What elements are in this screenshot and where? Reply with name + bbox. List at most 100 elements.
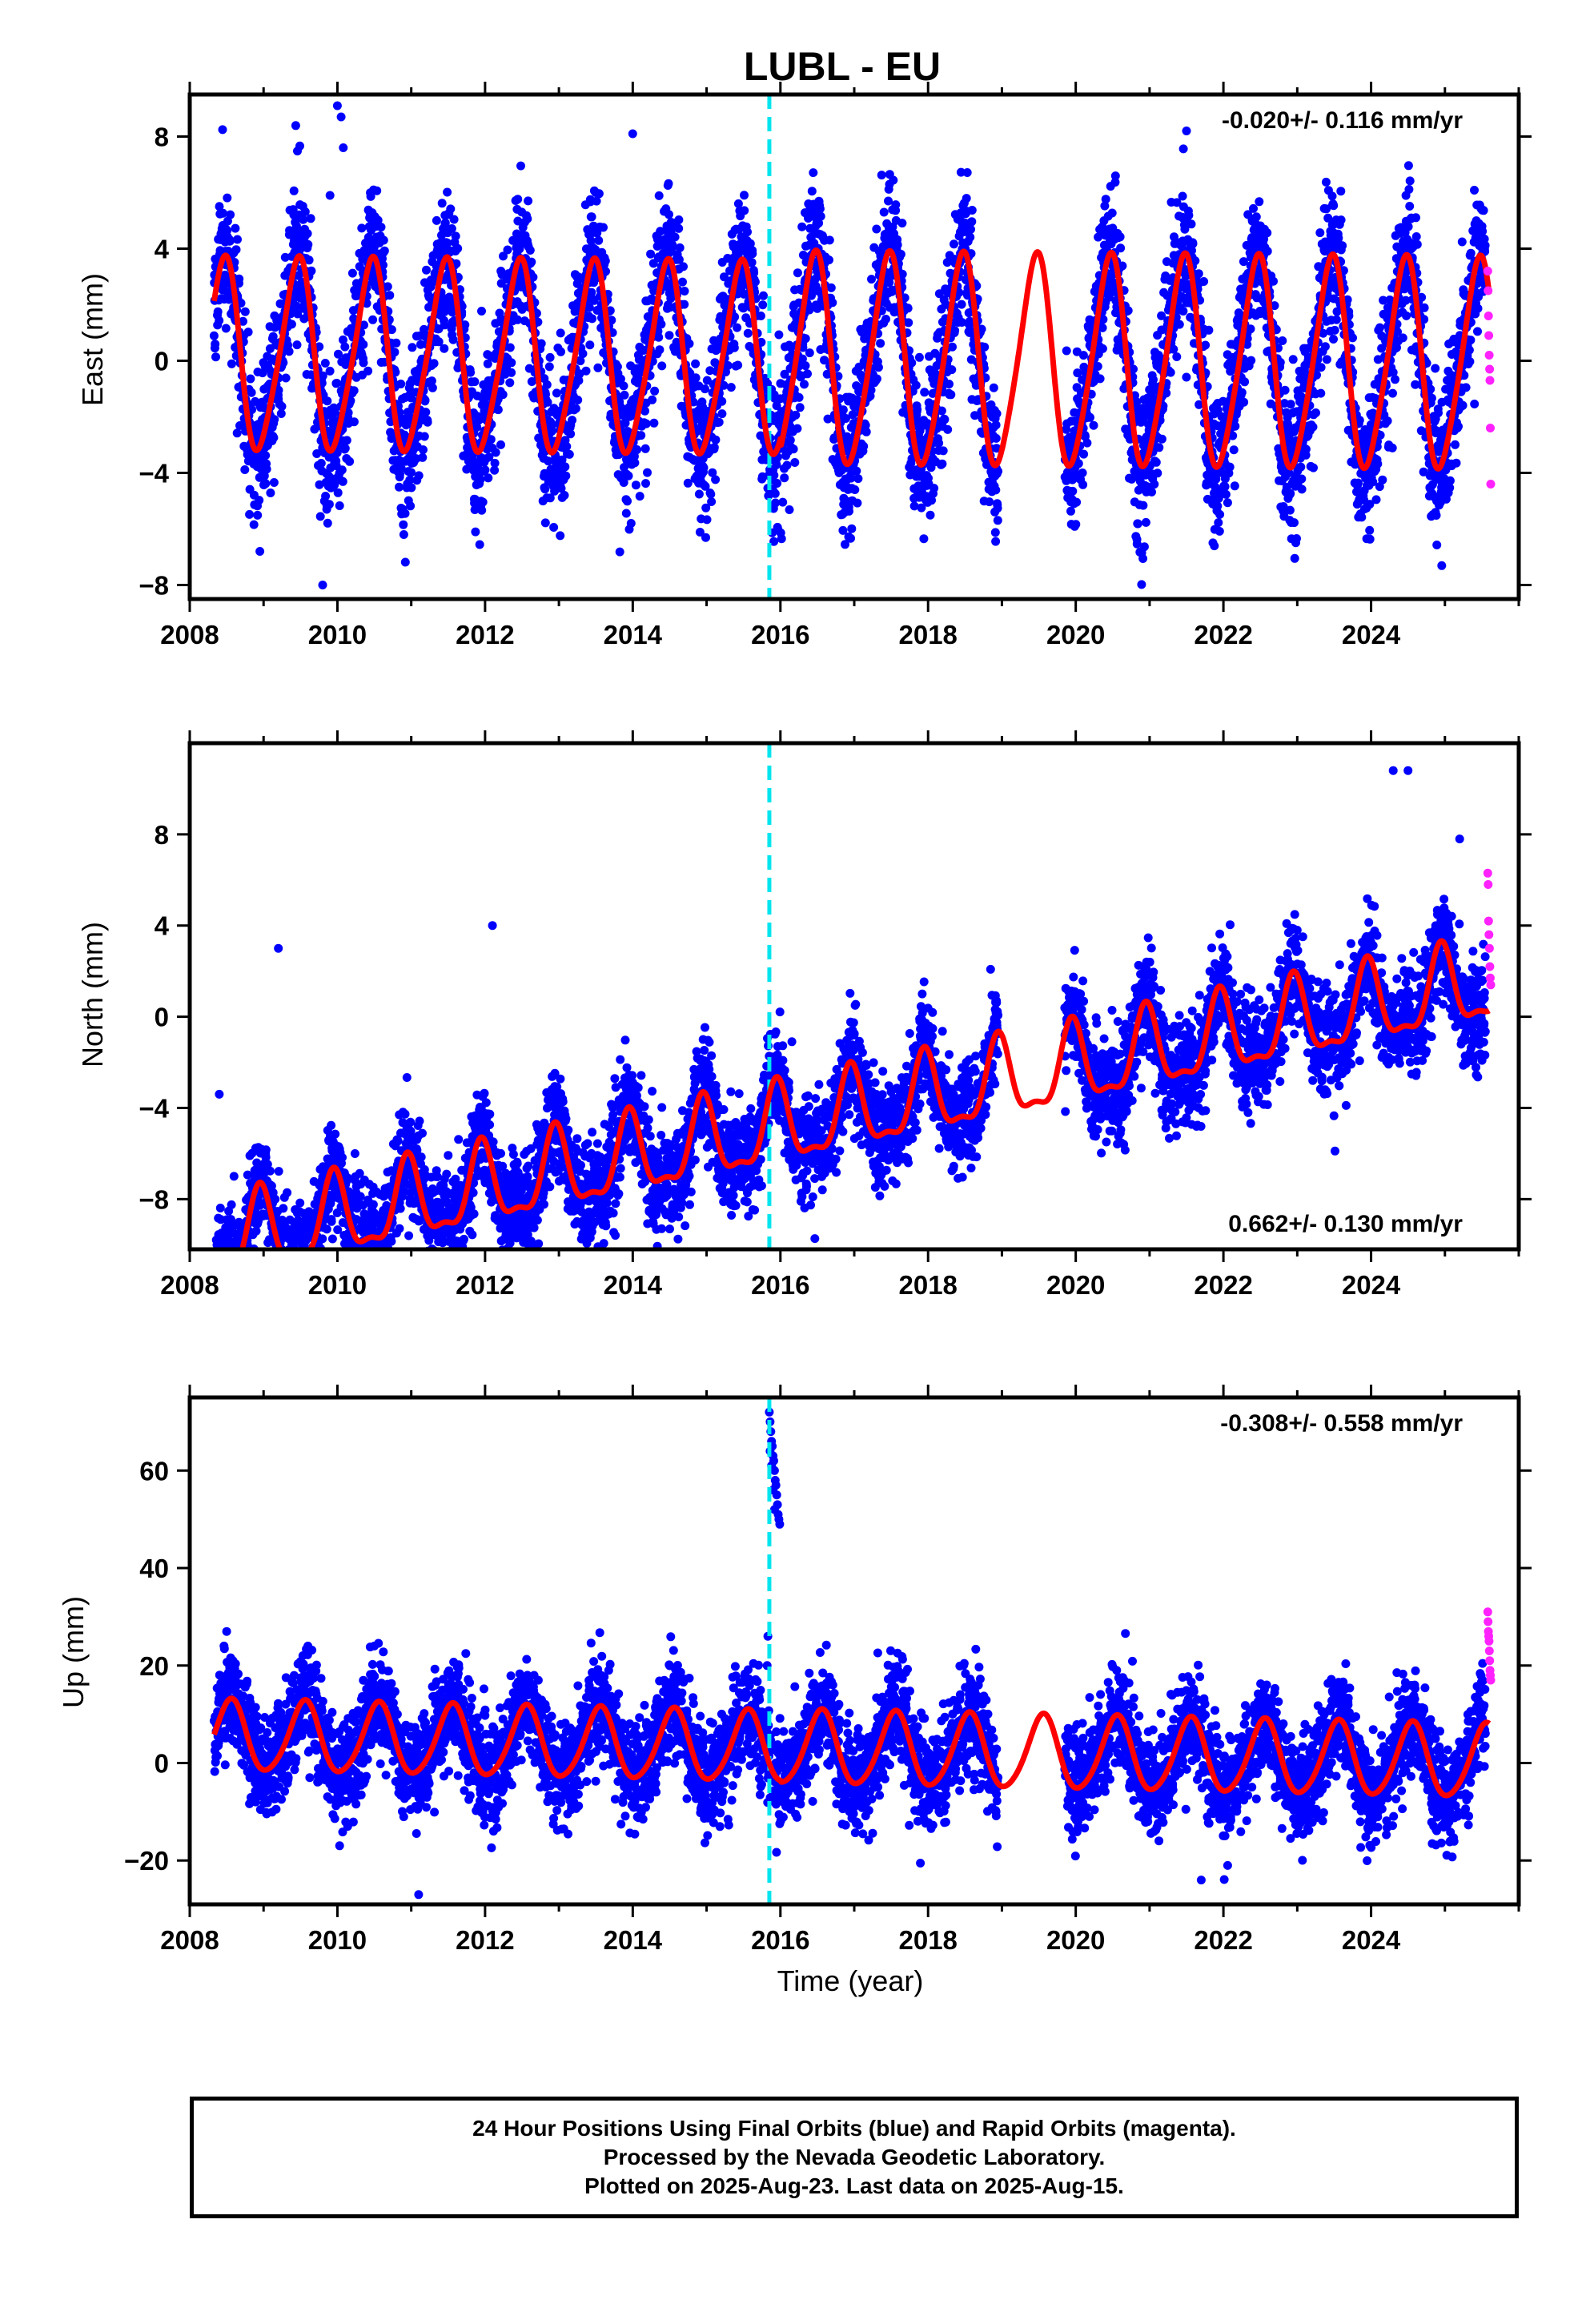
- east-final-point: [800, 380, 809, 389]
- east-final-point: [1286, 400, 1295, 409]
- east-final-point: [493, 405, 503, 415]
- east-final-point: [1101, 195, 1110, 204]
- east-final-point: [1263, 228, 1272, 238]
- east-final-point: [480, 465, 490, 475]
- east-final-point: [620, 418, 630, 428]
- east-final-point: [930, 484, 939, 493]
- east-final-point: [211, 340, 220, 349]
- east-final-point: [1348, 333, 1357, 343]
- east-final-point: [277, 402, 287, 411]
- east-final-point: [1210, 541, 1219, 551]
- east-final-point: [440, 218, 450, 227]
- east-final-point: [545, 493, 555, 503]
- east-final-point: [1147, 487, 1156, 497]
- east-final-point: [478, 497, 488, 507]
- east-final-point: [1068, 486, 1078, 496]
- east-final-point: [471, 527, 480, 537]
- east-final-point: [291, 121, 300, 131]
- east-final-point: [648, 395, 657, 404]
- east-final-point: [422, 265, 431, 275]
- east-final-point: [656, 320, 666, 329]
- east-final-point: [346, 396, 355, 405]
- east-final-point: [599, 223, 608, 232]
- east-final-point: [795, 403, 805, 412]
- east-final-point: [867, 275, 876, 284]
- east-final-point: [406, 501, 416, 511]
- east-final-point: [540, 518, 550, 528]
- east-final-point: [513, 195, 523, 204]
- east-final-point: [630, 458, 640, 468]
- east-final-point: [654, 191, 664, 200]
- east-final-point: [1301, 444, 1311, 454]
- east-final-point: [420, 324, 428, 334]
- east-final-point: [1139, 542, 1149, 552]
- east-final-point: [557, 455, 567, 464]
- east-final-point: [714, 417, 724, 427]
- east-final-point: [717, 409, 727, 419]
- east-final-point: [729, 343, 739, 352]
- east-final-point: [321, 492, 331, 501]
- east-final-point: [985, 497, 994, 507]
- east-final-point: [1316, 388, 1326, 398]
- east-final-point: [884, 196, 893, 206]
- east-final-point: [484, 473, 493, 483]
- east-final-point: [1133, 519, 1142, 529]
- east-final-point: [641, 479, 650, 489]
- east-final-point: [434, 337, 444, 347]
- east-final-point: [334, 349, 343, 359]
- east-final-point: [1107, 208, 1117, 218]
- east-final-point: [423, 417, 432, 427]
- east-final-point: [391, 368, 400, 377]
- east-final-point: [249, 520, 259, 529]
- east-final-point: [1246, 324, 1255, 334]
- east-final-point: [543, 397, 552, 407]
- east-final-point: [674, 223, 684, 233]
- east-final-point: [451, 231, 460, 241]
- east-final-point: [919, 534, 929, 544]
- east-final-point: [333, 488, 343, 497]
- east-final-point: [486, 435, 496, 444]
- east-final-point: [789, 444, 798, 454]
- east-final-point: [1098, 344, 1107, 353]
- east-final-point: [443, 239, 452, 247]
- east-final-point: [235, 274, 244, 283]
- east-final-point: [524, 196, 533, 206]
- east-final-point: [665, 210, 673, 219]
- east-final-point: [859, 441, 869, 451]
- east-final-point: [694, 489, 704, 499]
- east-final-point: [743, 227, 752, 237]
- east-final-point: [1221, 489, 1231, 499]
- east-final-point: [1066, 506, 1075, 516]
- east-final-point: [407, 468, 416, 477]
- east-final-point: [946, 390, 956, 400]
- east-final-point: [1199, 277, 1209, 286]
- east-final-point: [247, 388, 256, 397]
- east-final-point: [323, 396, 332, 406]
- east-final-point: [345, 456, 355, 466]
- east-final-point: [665, 331, 674, 340]
- east-final-point: [490, 458, 500, 468]
- east-final-point: [399, 520, 408, 529]
- east-final-point: [483, 359, 492, 368]
- east-final-point: [300, 207, 310, 216]
- east-final-point: [896, 250, 905, 259]
- east-final-point: [395, 482, 404, 492]
- east-final-point: [1288, 355, 1298, 364]
- east-final-point: [1263, 247, 1272, 256]
- east-final-point: [304, 255, 314, 265]
- east-final-point: [1329, 335, 1338, 344]
- east-final-point: [1138, 501, 1148, 510]
- east-final-point: [498, 390, 508, 400]
- east-final-point: [1095, 374, 1105, 384]
- east-final-point: [527, 257, 536, 267]
- east-final-point: [619, 381, 628, 391]
- east-final-point: [213, 307, 223, 316]
- east-final-point: [407, 483, 416, 493]
- east-final-point: [621, 509, 631, 518]
- east-final-point: [1215, 509, 1225, 519]
- east-final-point: [740, 206, 749, 215]
- east-final-point: [615, 547, 624, 557]
- east-final-point: [1247, 356, 1256, 365]
- east-final-point: [418, 452, 428, 462]
- east-final-point: [560, 462, 570, 472]
